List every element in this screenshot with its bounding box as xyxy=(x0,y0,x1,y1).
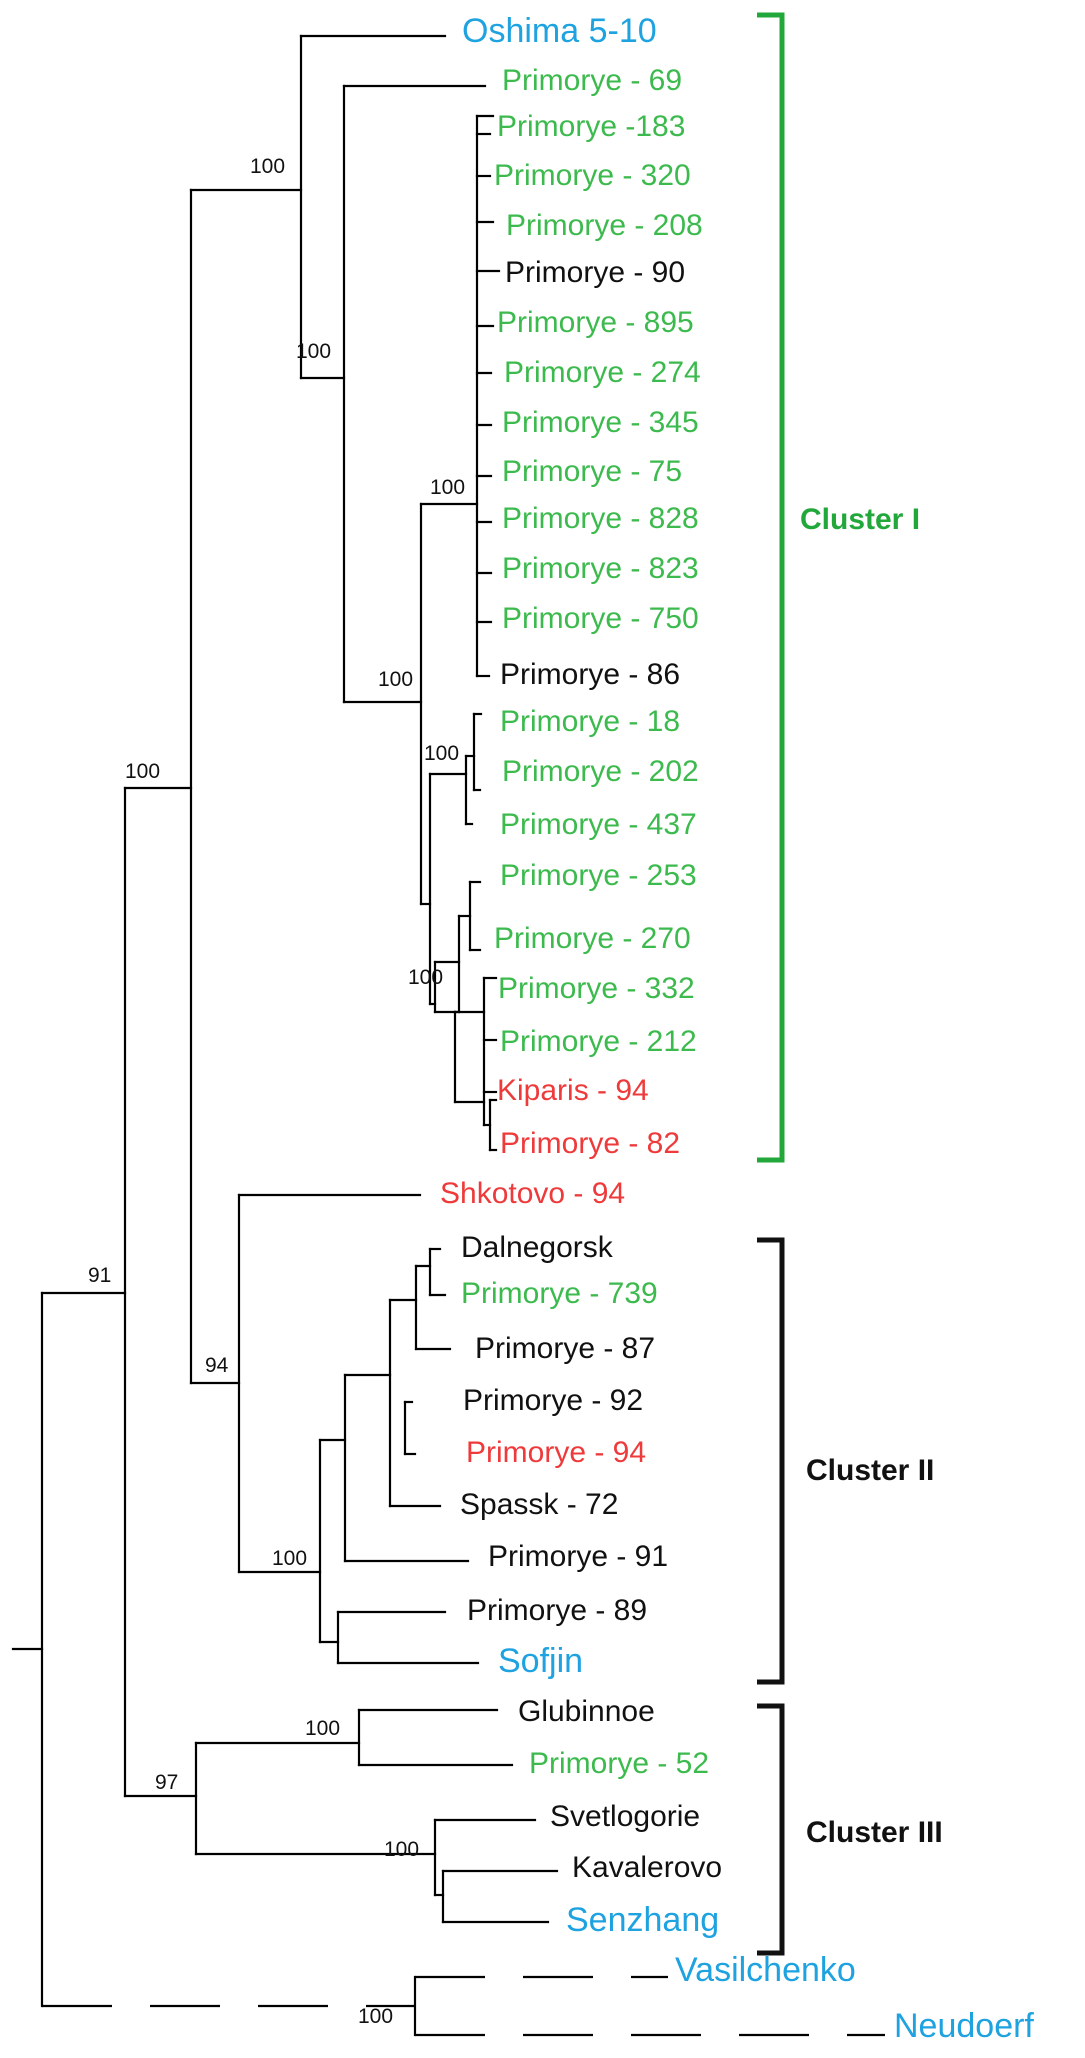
leaf-label: Glubinnoe xyxy=(518,1695,655,1728)
cluster-brackets xyxy=(757,12,785,1956)
leaf-label: Primorye - 75 xyxy=(502,455,682,488)
leaf-label: Primorye - 895 xyxy=(497,306,694,339)
leaf-label: Primorye - 320 xyxy=(494,159,691,192)
bootstrap-value: 100 xyxy=(424,742,459,765)
bootstrap-value: 100 xyxy=(296,340,331,363)
bootstrap-value: 100 xyxy=(272,1547,307,1570)
leaf-label: Primorye - 212 xyxy=(500,1025,697,1058)
leaf-label: Primorye - 750 xyxy=(502,602,699,635)
leaf-label: Primorye - 332 xyxy=(498,972,695,1005)
leaf-label: Primorye - 437 xyxy=(500,808,697,841)
leaf-label: Primorye - 87 xyxy=(475,1332,655,1365)
cluster-label: Cluster II xyxy=(806,1454,934,1487)
leaf-label: Primorye - 208 xyxy=(506,209,703,242)
leaf-label: Primorye - 91 xyxy=(488,1540,668,1573)
bootstrap-value: 100 xyxy=(305,1717,340,1740)
leaf-label: Primorye - 89 xyxy=(467,1594,647,1627)
leaf-label: Primorye - 90 xyxy=(505,256,685,289)
leaf-label: Primorye - 69 xyxy=(502,64,682,97)
leaf-label: Oshima 5-10 xyxy=(462,12,657,50)
leaf-label: Primorye - 823 xyxy=(502,552,699,585)
leaf-label: Svetlogorie xyxy=(550,1800,700,1833)
leaf-label: Primorye - 94 xyxy=(466,1436,646,1469)
leaf-label: Primorye - 18 xyxy=(500,705,680,738)
bootstrap-value: 100 xyxy=(408,966,443,989)
cluster-label: Cluster III xyxy=(806,1816,943,1849)
leaf-label: Senzhang xyxy=(566,1901,719,1939)
leaf-label: Primorye - 739 xyxy=(461,1277,658,1310)
leaf-label: Kiparis - 94 xyxy=(497,1074,649,1107)
cluster-i-bracket xyxy=(757,12,785,1163)
leaf-label: Neudoerf xyxy=(894,2007,1034,2045)
leaf-label: Primorye - 202 xyxy=(502,755,699,788)
leaf-label: Primorye - 92 xyxy=(463,1384,643,1417)
leaf-label: Primorye - 345 xyxy=(502,406,699,439)
bootstrap-value: 94 xyxy=(205,1354,229,1377)
bootstrap-value: 100 xyxy=(358,2005,393,2028)
cluster-iii-bracket xyxy=(757,1703,785,1956)
leaf-label: Sofjin xyxy=(498,1642,583,1680)
leaf-label: Primorye - 828 xyxy=(502,502,699,535)
bootstrap-value: 100 xyxy=(125,760,160,783)
leaf-label: Primorye - 86 xyxy=(500,658,680,691)
bootstrap-value: 97 xyxy=(155,1771,178,1794)
leaf-label: Primorye - 82 xyxy=(500,1127,680,1160)
bootstrap-value: 100 xyxy=(250,155,285,178)
leaf-label: Primorye - 253 xyxy=(500,859,697,892)
tree-branches xyxy=(11,34,559,2037)
leaf-label: Primorye - 52 xyxy=(529,1747,709,1780)
leaf-labels: Oshima 5-10 Primorye - 69 Primorye -183 Pri… xyxy=(440,12,1034,2045)
leaf-label: Primorye - 274 xyxy=(504,356,701,389)
dashed-outgroup-branches xyxy=(42,1975,885,2037)
leaf-label: Primorye -183 xyxy=(497,110,685,143)
bootstrap-labels: 100 100 100 100 100 100 100 91 94 100 100 97 100 100 xyxy=(88,155,465,2028)
leaf-label: Dalnegorsk xyxy=(461,1231,614,1264)
bootstrap-value: 91 xyxy=(88,1264,111,1287)
leaf-label: Kavalerovo xyxy=(572,1851,722,1884)
leaf-label: Primorye - 270 xyxy=(494,922,691,955)
leaf-label: Spassk - 72 xyxy=(460,1488,618,1521)
cluster-ii-bracket xyxy=(757,1237,785,1685)
bootstrap-value: 100 xyxy=(378,668,413,691)
leaf-label: Shkotovo - 94 xyxy=(440,1177,625,1210)
cluster-label: Cluster I xyxy=(800,503,920,536)
leaf-label: Vasilchenko xyxy=(675,1951,856,1989)
cluster-labels: Cluster I Cluster II Cluster III xyxy=(800,503,943,1849)
bootstrap-value: 100 xyxy=(430,476,465,499)
bootstrap-value: 100 xyxy=(384,1838,419,1861)
